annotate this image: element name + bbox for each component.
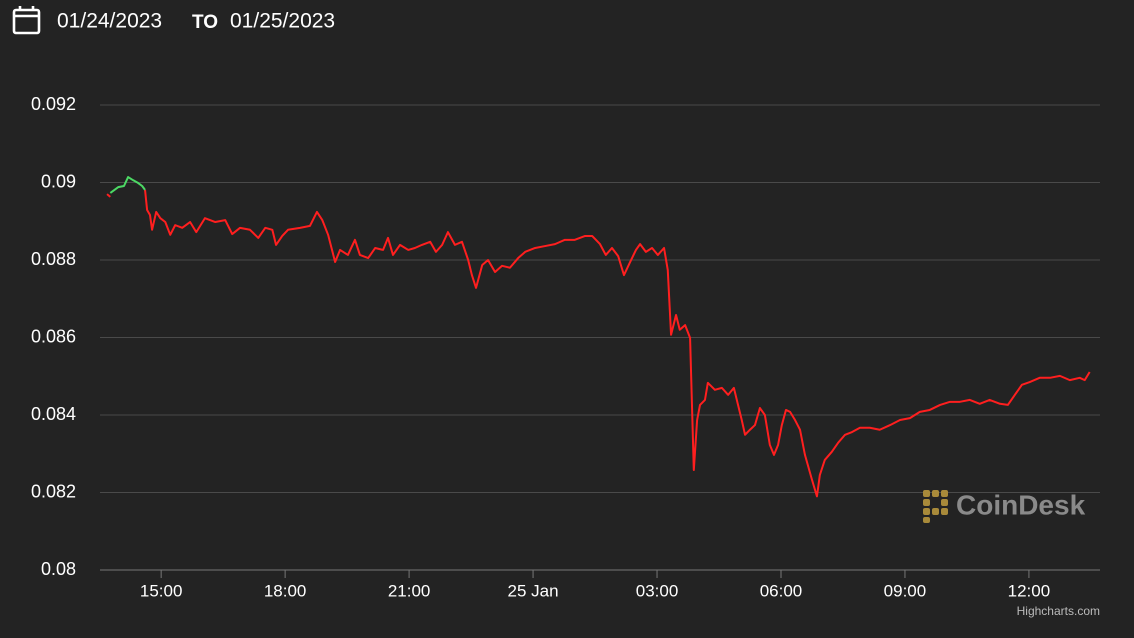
- x-tick-label: 21:00: [388, 581, 431, 600]
- date-from[interactable]: 01/24/2023: [57, 10, 162, 33]
- date-separator: TO: [192, 12, 218, 33]
- y-tick-label: 0.08: [41, 559, 76, 579]
- y-tick-label: 0.082: [31, 481, 76, 501]
- watermark: CoinDesk: [956, 489, 1086, 520]
- x-tick-label: 15:00: [140, 581, 183, 600]
- x-tick-label: 09:00: [884, 581, 927, 600]
- price-line: [106, 189, 1091, 498]
- price-line: [109, 176, 146, 194]
- y-tick-label: 0.086: [31, 326, 76, 346]
- x-tick-label: 03:00: [636, 581, 679, 600]
- x-tick-label: 18:00: [264, 581, 307, 600]
- x-tick-label: 25 Jan: [508, 581, 559, 600]
- x-tick-label: 06:00: [760, 581, 803, 600]
- credits[interactable]: Highcharts.com: [1017, 604, 1100, 618]
- y-tick-label: 0.092: [31, 94, 76, 114]
- y-tick-label: 0.09: [41, 171, 76, 191]
- y-tick-label: 0.088: [31, 249, 76, 269]
- date-to[interactable]: 01/25/2023: [230, 10, 335, 33]
- y-tick-label: 0.084: [31, 404, 76, 424]
- x-tick-label: 12:00: [1008, 581, 1051, 600]
- calendar-icon[interactable]: [12, 6, 41, 35]
- watermark-logo: [923, 490, 948, 523]
